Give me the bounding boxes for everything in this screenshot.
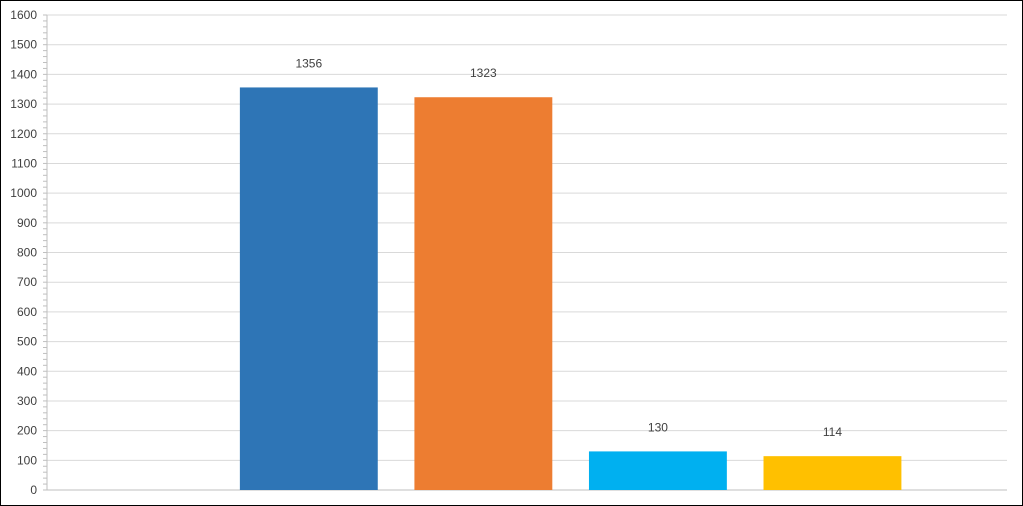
y-tick-label: 0 bbox=[30, 483, 37, 497]
y-tick-label: 1600 bbox=[10, 8, 37, 22]
bars bbox=[239, 87, 902, 490]
bar-data-label: 114 bbox=[823, 425, 842, 439]
bar-data-label: 1323 bbox=[470, 66, 497, 80]
y-tick-label: 200 bbox=[17, 424, 37, 438]
y-tick-label: 300 bbox=[17, 394, 37, 408]
y-tick-label: 1000 bbox=[10, 186, 37, 200]
data-labels: 1356 1323 130 114 bbox=[295, 56, 842, 439]
y-tick-label: 1500 bbox=[10, 38, 37, 52]
y-axis: 0 100 200 300 400 500 600 700 800 900 1000 1100 1200… bbox=[10, 8, 1007, 497]
bar-data-label: 130 bbox=[648, 420, 668, 434]
bar bbox=[414, 97, 553, 490]
y-tick-label: 1100 bbox=[11, 156, 37, 170]
y-tick-label: 900 bbox=[17, 216, 37, 230]
y-tick-label: 1300 bbox=[10, 97, 37, 111]
bar-data-label: 1356 bbox=[295, 56, 322, 70]
y-tick-label: 100 bbox=[17, 453, 37, 467]
bar bbox=[763, 456, 902, 490]
bar bbox=[239, 87, 378, 490]
y-tick-label: 1200 bbox=[10, 127, 37, 141]
y-tick-label: 700 bbox=[17, 275, 37, 289]
y-tick-label: 800 bbox=[17, 246, 37, 260]
y-tick-label: 400 bbox=[17, 364, 37, 378]
bar bbox=[588, 451, 727, 490]
y-tick-label: 500 bbox=[17, 335, 37, 349]
y-tick-label: 600 bbox=[17, 305, 37, 319]
y-tick-label: 1400 bbox=[10, 67, 37, 81]
